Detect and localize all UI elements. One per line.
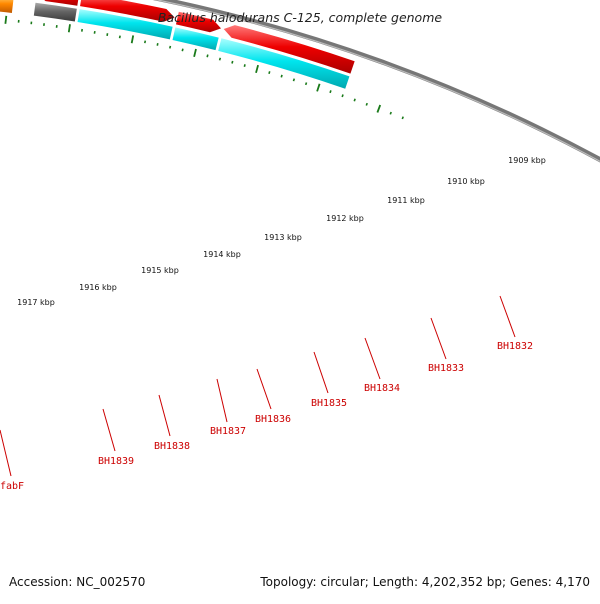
minor-tick xyxy=(220,58,221,61)
kbp-label: 1911 kbp xyxy=(387,196,425,205)
minor-tick xyxy=(330,90,331,93)
kbp-label: 1917 kbp xyxy=(17,298,55,307)
gene-label[interactable]: fabF xyxy=(0,481,24,492)
gene-label[interactable]: BH1835 xyxy=(311,398,347,409)
gene-label[interactable]: BH1833 xyxy=(428,363,464,374)
minor-tick xyxy=(145,41,146,44)
gene-label[interactable]: BH1836 xyxy=(255,414,291,425)
kbp-label: 1913 kbp xyxy=(264,233,302,242)
gene-label[interactable]: BH1839 xyxy=(98,456,134,467)
callout-line xyxy=(365,338,380,379)
genome-info: Topology: circular; Length: 4,202,352 bp… xyxy=(260,575,590,589)
accession-label: Accession: NC_002570 xyxy=(9,575,145,589)
callout-line xyxy=(314,352,328,393)
callout-line xyxy=(103,409,115,451)
minor-tick xyxy=(354,99,355,102)
minor-tick xyxy=(232,61,233,64)
kbp-label: 1912 kbp xyxy=(326,214,364,223)
minor-tick xyxy=(207,55,208,58)
major-tick xyxy=(317,84,320,92)
kbp-label: 1915 kbp xyxy=(141,266,179,275)
minor-tick xyxy=(269,71,270,74)
genome-title: Bacillus halodurans C-125, complete geno… xyxy=(0,10,600,25)
minor-tick xyxy=(182,49,183,52)
gene-label[interactable]: BH1838 xyxy=(154,441,190,452)
minor-tick xyxy=(366,103,367,105)
minor-tick xyxy=(94,31,95,34)
gene-label[interactable]: BH1832 xyxy=(497,341,533,352)
minor-tick xyxy=(170,46,171,49)
callout-line xyxy=(500,296,515,337)
callout-line xyxy=(431,318,446,359)
major-tick xyxy=(377,105,380,113)
minor-tick xyxy=(294,79,295,82)
callout-line xyxy=(159,395,170,436)
major-tick xyxy=(194,49,196,57)
minor-tick xyxy=(281,75,282,78)
minor-tick xyxy=(120,36,121,39)
gene-label[interactable]: BH1834 xyxy=(364,383,400,394)
minor-tick xyxy=(402,117,403,119)
minor-tick xyxy=(244,64,245,67)
callout-line xyxy=(217,379,227,422)
major-tick xyxy=(256,65,258,73)
kbp-label: 1909 kbp xyxy=(508,156,546,165)
minor-tick xyxy=(390,112,391,114)
kbp-label: 1910 kbp xyxy=(447,177,485,186)
callout-line xyxy=(0,430,11,476)
kbp-label: 1914 kbp xyxy=(203,250,241,259)
minor-tick xyxy=(157,43,158,46)
gene-label[interactable]: BH1837 xyxy=(210,426,246,437)
major-tick xyxy=(69,24,70,32)
kbp-label: 1916 kbp xyxy=(79,283,117,292)
minor-tick xyxy=(306,83,307,85)
major-tick xyxy=(132,35,134,43)
minor-tick xyxy=(342,95,343,98)
gene-callouts: BH1832 BH1833 BH1834 BH1835 BH1836 BH1837 BH18… xyxy=(0,296,533,492)
callout-line xyxy=(257,369,271,409)
backbone-line xyxy=(0,0,600,182)
